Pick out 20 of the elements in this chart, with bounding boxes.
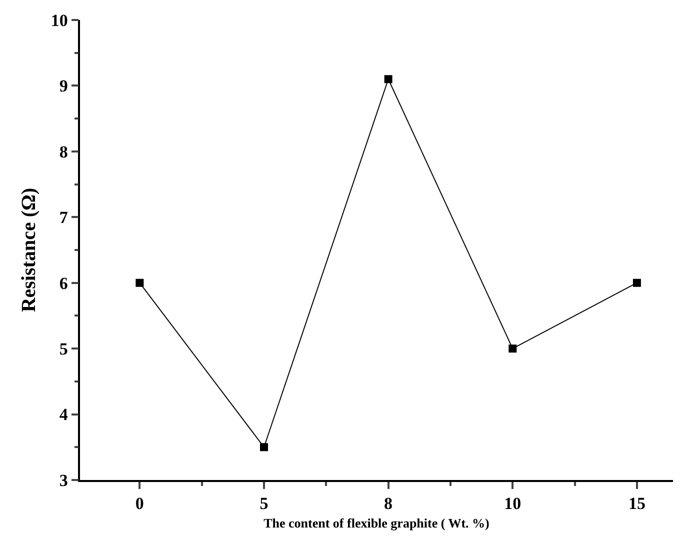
x-axis-title: The content of flexible graphite ( Wt. %) bbox=[264, 515, 490, 530]
x-tick-label: 5 bbox=[260, 494, 268, 514]
x-tick-label: 8 bbox=[384, 494, 393, 514]
point bbox=[384, 75, 392, 84]
point bbox=[508, 344, 517, 353]
y-tick-label: 6 bbox=[59, 274, 68, 293]
point bbox=[260, 443, 268, 452]
y-tick-label: 7 bbox=[59, 208, 68, 228]
y-tick-label: 10 bbox=[50, 10, 68, 30]
y-tick-label: 3 bbox=[59, 470, 68, 490]
y-tick-label: 4 bbox=[59, 405, 68, 424]
x-tick-label: 15 bbox=[628, 494, 646, 514]
x-tick-label: 10 bbox=[504, 494, 522, 514]
y-tick-label: 8 bbox=[59, 142, 68, 162]
y-tick-label: 5 bbox=[59, 340, 68, 359]
x-tick-label: 0 bbox=[135, 494, 144, 514]
y-axis-title: Resistance (Ω) bbox=[18, 188, 40, 312]
point bbox=[136, 278, 144, 287]
point bbox=[632, 278, 641, 287]
y-tick-label: 9 bbox=[59, 76, 68, 96]
